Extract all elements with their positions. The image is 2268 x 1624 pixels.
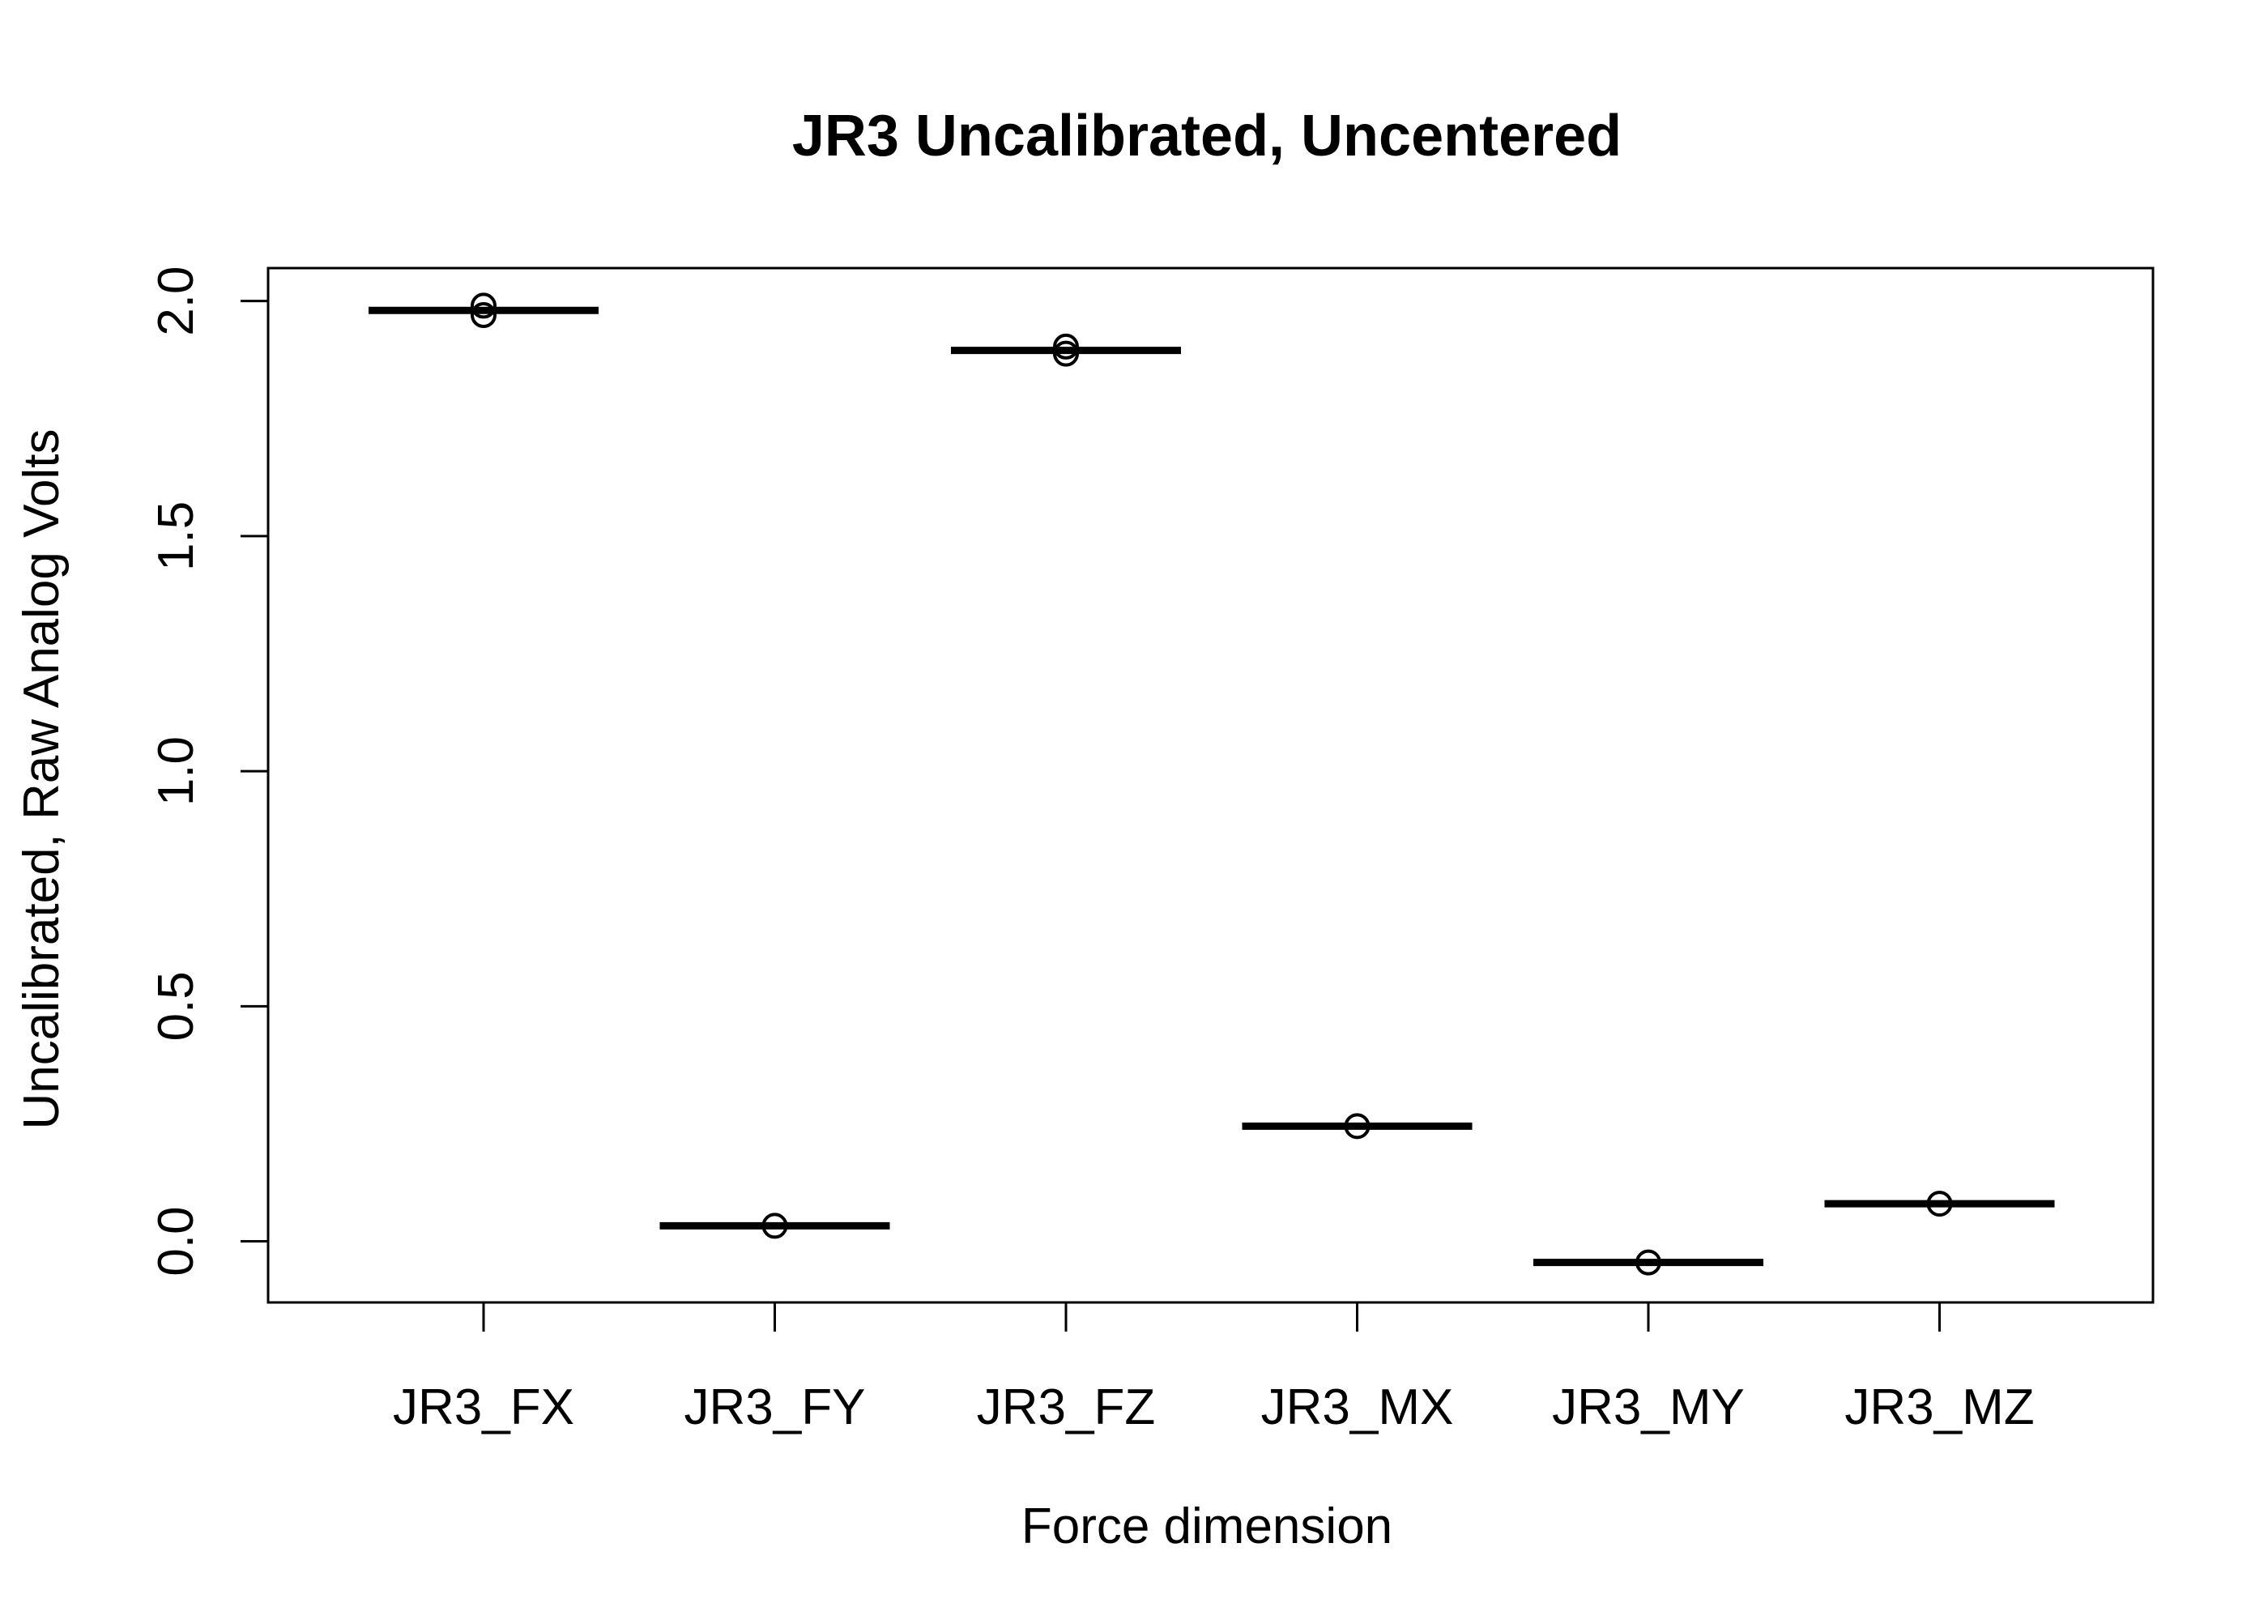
y-tick-label: 1.0 bbox=[148, 736, 204, 806]
y-tick-label: 2.0 bbox=[148, 266, 204, 336]
outlier-point bbox=[1344, 1113, 1371, 1140]
x-axis-label: Force dimension bbox=[1021, 1498, 1392, 1554]
chart-title: JR3 Uncalibrated, Uncentered bbox=[792, 104, 1622, 168]
x-tick-label: JR3_FX bbox=[393, 1379, 574, 1435]
plot-frame bbox=[266, 266, 2155, 1304]
x-tick-label: JR3_MY bbox=[1552, 1379, 1745, 1435]
x-tick-label: JR3_FZ bbox=[977, 1379, 1155, 1435]
outlier-point bbox=[471, 292, 497, 319]
y-tick-label: 0.0 bbox=[148, 1206, 204, 1276]
y-axis: 0.0 0.5 1.0 1.5 2.0 bbox=[148, 266, 270, 1277]
outlier-point bbox=[1053, 333, 1079, 360]
boxplot-marks bbox=[369, 292, 2055, 1276]
x-axis: JR3_FX JR3_FY JR3_FZ JR3_MX JR3_MY JR3_MZ bbox=[393, 1301, 2035, 1435]
outlier-point bbox=[761, 1213, 788, 1239]
x-tick-label: JR3_MZ bbox=[1844, 1379, 2034, 1435]
y-axis-label: Uncalibrated, Raw Analog Volts bbox=[14, 428, 70, 1129]
y-tick-label: 0.5 bbox=[148, 971, 204, 1041]
outlier-point bbox=[1926, 1191, 1953, 1217]
outlier-point bbox=[1635, 1249, 1661, 1276]
x-tick-label: JR3_FY bbox=[684, 1379, 866, 1435]
outlier-point bbox=[1053, 340, 1079, 367]
x-tick-label: JR3_MX bbox=[1261, 1379, 1454, 1435]
outlier-point bbox=[471, 302, 497, 329]
y-tick-label: 1.5 bbox=[148, 501, 204, 571]
